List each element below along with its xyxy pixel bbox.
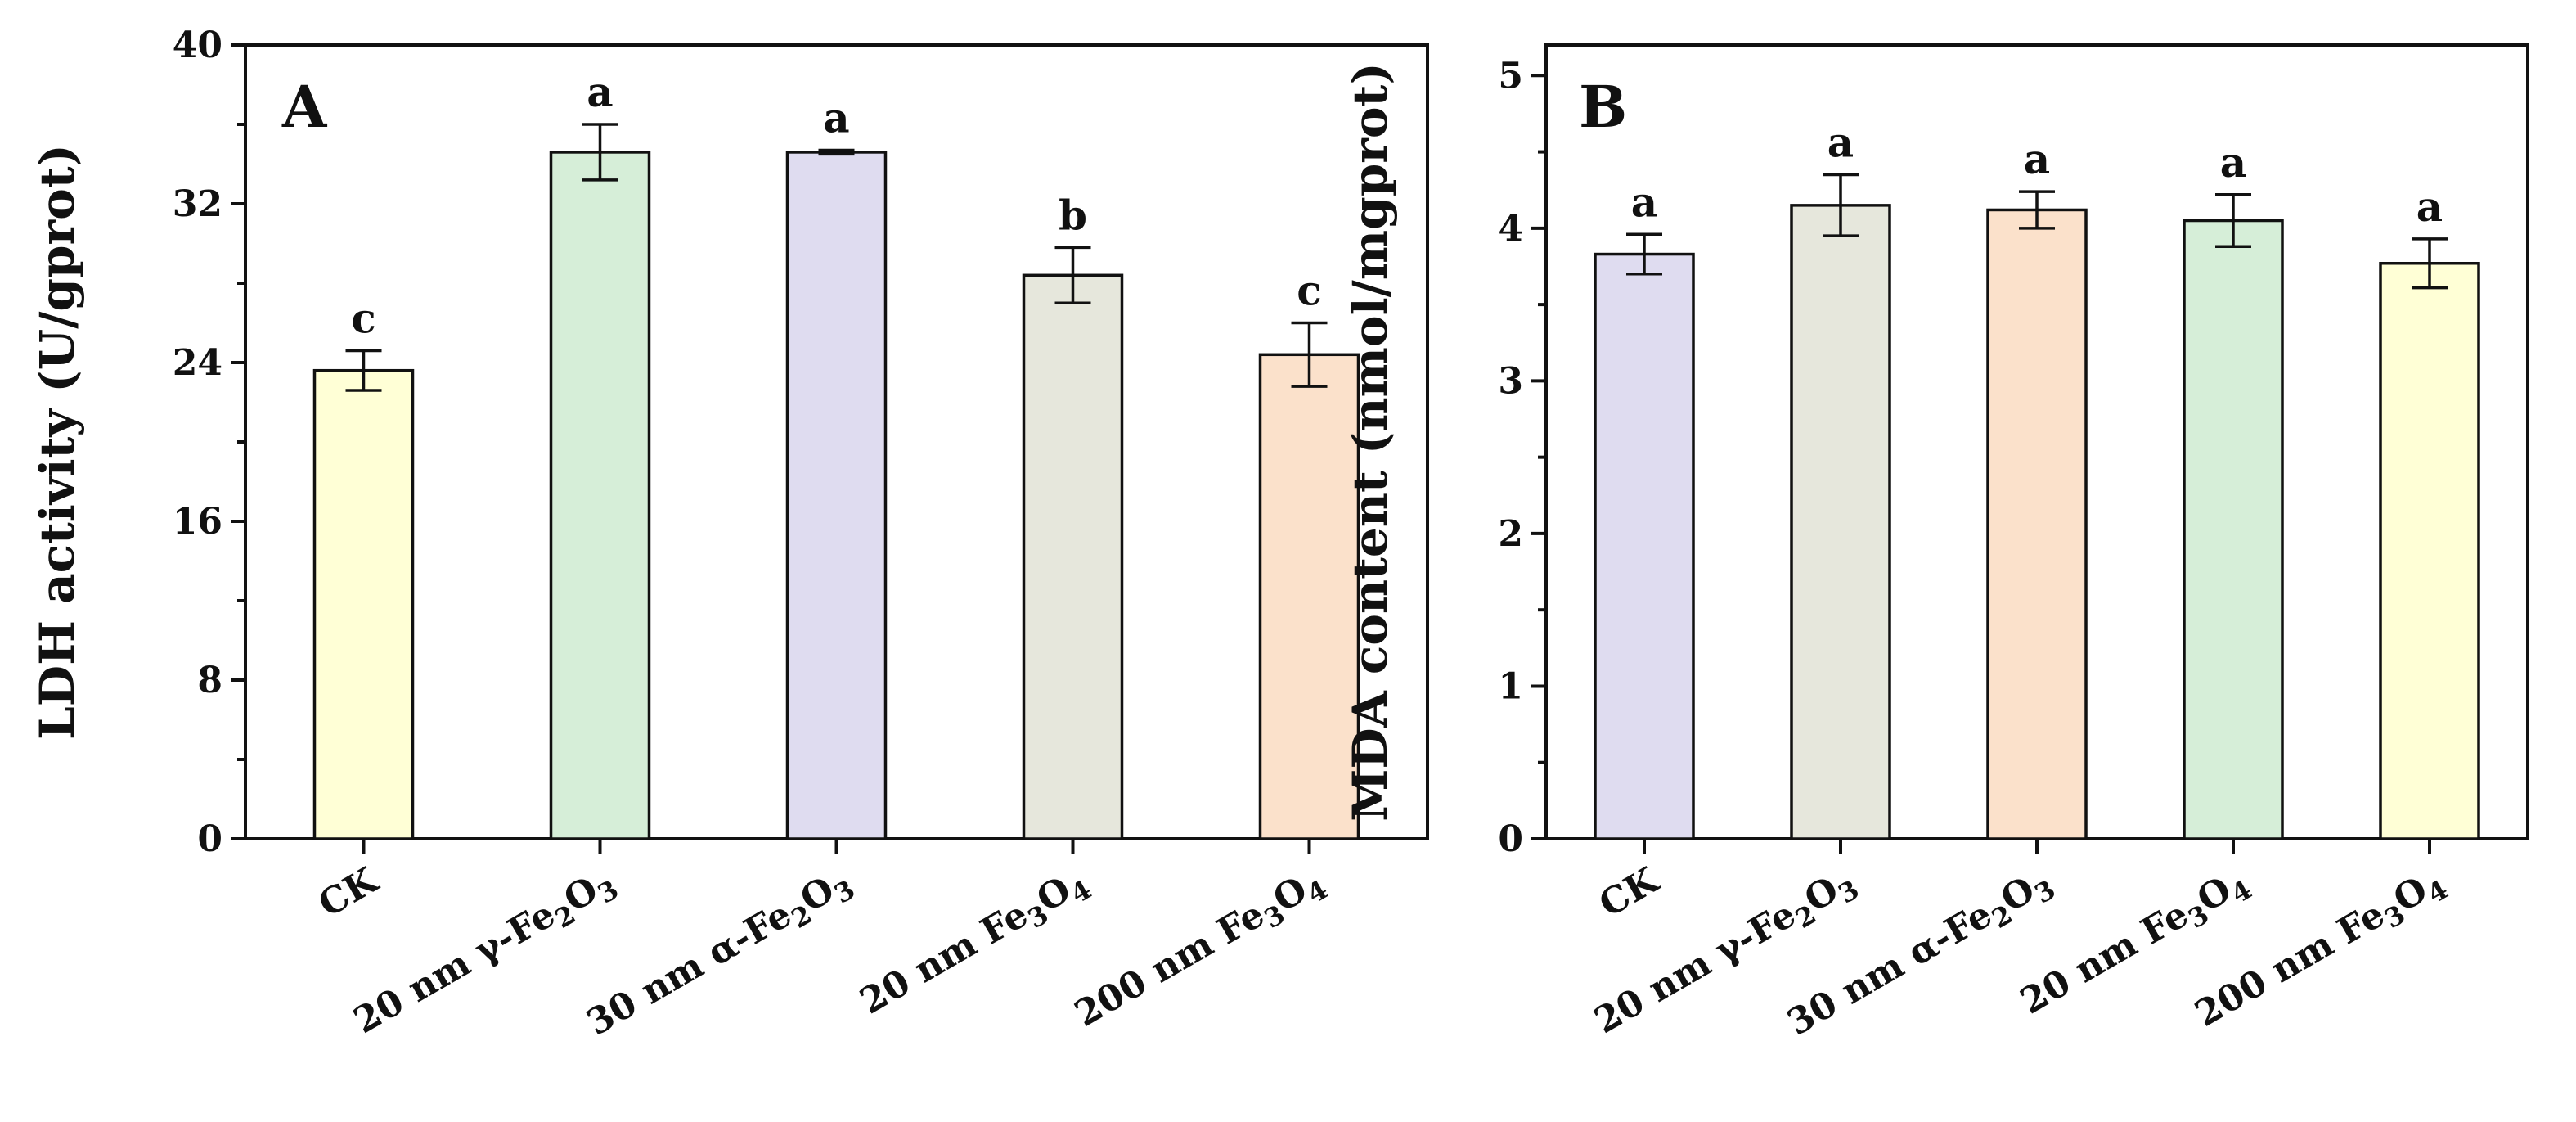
category-label-text: CK xyxy=(312,858,385,926)
y-axis-title: LDH activity (U/gprot) xyxy=(29,144,85,740)
y-tick-label: 4 xyxy=(1498,208,1523,250)
significance-label: a xyxy=(823,94,849,142)
bar xyxy=(2183,219,2284,840)
bar xyxy=(1790,204,1891,840)
category-label-text: 200 nm Fe xyxy=(1068,894,1271,1035)
bar xyxy=(2379,262,2480,840)
bar xyxy=(1986,208,2088,840)
significance-label: c xyxy=(1297,267,1321,315)
bar xyxy=(549,151,651,840)
bar xyxy=(1594,252,1695,840)
error-bar xyxy=(2215,193,2251,248)
error-bar xyxy=(1823,173,1859,237)
error-bar xyxy=(345,349,382,392)
bar xyxy=(312,368,415,840)
error-bar xyxy=(1291,321,1328,388)
significance-label: c xyxy=(351,294,375,342)
significance-label: a xyxy=(1631,178,1657,226)
y-tick-label: 8 xyxy=(197,660,223,701)
panel-a-chart: 0 8 16 24 32 40 LDH activity (U/gprot) Ac CK a 20 … xyxy=(29,25,1429,1048)
significance-label: b xyxy=(1059,191,1087,239)
category-label: 30 nm α-Fe2O3 xyxy=(580,859,861,1048)
y-tick-label: 0 xyxy=(197,818,223,860)
category-label: CK xyxy=(312,858,385,926)
category-label-text: 20 nm γ-Fe xyxy=(347,894,562,1042)
error-bar xyxy=(2412,237,2448,290)
error-bar xyxy=(582,123,618,182)
category-label-text: 20 nm Fe xyxy=(853,894,1035,1023)
category-label-text: 20 nm Fe xyxy=(2013,894,2195,1023)
y-tick-label: 16 xyxy=(173,501,223,543)
significance-label: a xyxy=(2416,182,2443,231)
bar xyxy=(1022,273,1124,840)
category-label: 200 nm Fe3O4 xyxy=(1068,859,1333,1040)
y-tick-label: 2 xyxy=(1498,513,1523,555)
category-label: CK xyxy=(1593,858,1666,926)
significance-label: a xyxy=(1827,119,1854,167)
y-tick-label: 3 xyxy=(1498,360,1523,402)
bar xyxy=(1258,353,1360,840)
significance-label: a xyxy=(2024,135,2050,183)
panel-b-chart: 0 1 2 3 4 5 MDA content (nmol/mgprot) Ba CK a 20 n… xyxy=(1342,43,2529,1044)
category-label: 20 nm Fe3O4 xyxy=(853,859,1097,1027)
error-bar xyxy=(818,148,855,156)
panel-letter: A xyxy=(281,73,328,141)
error-bar xyxy=(1054,246,1091,304)
category-label-text: 30 nm α-Fe xyxy=(580,894,798,1044)
y-tick-label: 5 xyxy=(1498,55,1523,97)
bar xyxy=(785,151,888,840)
y-tick-label: 1 xyxy=(1498,665,1523,707)
significance-label: a xyxy=(2220,138,2246,187)
category-label-text: CK xyxy=(1593,858,1666,926)
y-tick-label: 24 xyxy=(173,342,223,384)
category-label: 20 nm γ-Fe2O3 xyxy=(347,859,624,1047)
significance-label: a xyxy=(587,68,613,116)
y-tick-label: 40 xyxy=(173,25,223,66)
y-tick-label: 0 xyxy=(1498,818,1523,860)
panel-letter: B xyxy=(1579,73,1627,141)
y-axis-title: MDA content (nmol/mgprot) xyxy=(1342,62,1398,822)
error-bar xyxy=(2019,190,2055,230)
y-tick-label: 32 xyxy=(173,183,223,225)
error-bar xyxy=(1626,232,1662,276)
